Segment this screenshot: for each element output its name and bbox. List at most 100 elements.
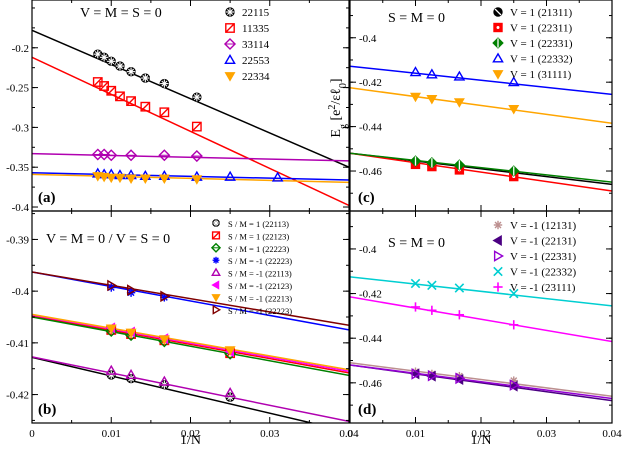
point-a-1-4 bbox=[126, 96, 136, 107]
point-d-3-1 bbox=[427, 280, 437, 291]
point-b-4-0 bbox=[105, 364, 118, 375]
point-b-7-0 bbox=[107, 279, 118, 292]
point-b-6-0 bbox=[105, 324, 117, 334]
point-b-4-1 bbox=[125, 368, 137, 379]
point-a-0-2 bbox=[106, 56, 116, 67]
legend-marker bbox=[492, 235, 502, 246]
point-b-4-2 bbox=[158, 375, 171, 386]
legend-entry: V = 1 (22311) bbox=[510, 23, 572, 35]
legend-entry: V = 1 (21311) bbox=[510, 7, 572, 19]
fit-line-a-2 bbox=[32, 152, 349, 162]
point-c-4-3 bbox=[508, 104, 520, 115]
point-c-3-1 bbox=[426, 68, 438, 79]
point-d-3-3 bbox=[508, 288, 519, 299]
panel-d: -0.4 -0.42 -0.44 -0.46 0 0.01 0.02 0.03 0.04 1/N S… bbox=[347, 210, 622, 448]
fit-line-b-1 bbox=[32, 315, 349, 374]
legend-entry: 22115 bbox=[242, 7, 270, 19]
legend-marker bbox=[225, 23, 235, 33]
point-a-1-5 bbox=[140, 101, 151, 112]
point-d-4-2 bbox=[454, 310, 465, 320]
legend: 22115 11335 33114 22553 22334 bbox=[223, 7, 270, 83]
point-c-4-0 bbox=[410, 92, 421, 103]
point-c-2-2 bbox=[453, 159, 466, 171]
legend-entry: V = -1 (22331) bbox=[510, 251, 577, 263]
legend-entry: V = -1 (23111) bbox=[510, 282, 576, 294]
point-d-2-1 bbox=[427, 369, 438, 382]
fit-lines bbox=[32, 29, 349, 207]
point-a-4-4 bbox=[125, 174, 137, 184]
legend-entry: 22553 bbox=[242, 55, 270, 67]
fit-line-a-0 bbox=[32, 29, 349, 168]
point-a-0-3 bbox=[115, 61, 125, 71]
legend-entry: 33114 bbox=[242, 39, 270, 51]
fit-line-b-4 bbox=[32, 356, 349, 423]
legend-marker bbox=[212, 219, 220, 227]
point-c-2-3 bbox=[508, 165, 520, 177]
fit-line-c-3 bbox=[350, 65, 612, 96]
x-axis-label: 1/N bbox=[180, 433, 201, 448]
xtick-label: 0.03 bbox=[260, 428, 280, 440]
legend-entry: V = -1 (12131) bbox=[510, 220, 577, 232]
point-d-3-2 bbox=[454, 283, 465, 293]
legend-entry: 11335 bbox=[242, 23, 270, 35]
legend: V = -1 (12131) V = -1 (22131) V = -1 (2233… bbox=[492, 220, 577, 294]
fit-line-b-6 bbox=[32, 313, 349, 371]
legend-entry: V = 1 (22332) bbox=[510, 54, 573, 66]
fit-line-c-4 bbox=[350, 86, 612, 125]
legend-entry: V = -1 (22131) bbox=[510, 236, 577, 248]
fit-line-b-3 bbox=[32, 271, 349, 331]
point-a-3-8 bbox=[224, 170, 236, 181]
point-a-1-3 bbox=[115, 91, 125, 102]
legend-marker bbox=[493, 7, 503, 17]
point-a-1-6 bbox=[159, 107, 170, 118]
legend-entry: S / M = 1 (22223) bbox=[228, 244, 289, 254]
point-a-0-1 bbox=[99, 52, 109, 63]
point-d-2-3 bbox=[509, 379, 520, 391]
fit-line-d-2 bbox=[350, 364, 612, 400]
fit-line-a-4 bbox=[32, 173, 349, 184]
legend-marker bbox=[223, 37, 237, 51]
fit-line-d-4 bbox=[350, 296, 612, 343]
ytick-label: -0.3 bbox=[12, 122, 30, 134]
point-a-4-3 bbox=[114, 173, 126, 184]
legend-marker bbox=[492, 70, 504, 80]
point-a-0-7 bbox=[192, 92, 202, 102]
fit-line-c-2 bbox=[350, 152, 612, 183]
legend-marker bbox=[493, 220, 503, 230]
xtick-label: 0.01 bbox=[102, 428, 121, 440]
point-c-2-1 bbox=[426, 157, 438, 169]
point-a-4-7 bbox=[191, 175, 203, 185]
legend-marker bbox=[492, 37, 504, 49]
legend: S / M = 1 (22113) S / M = 1 (22123) S / M … bbox=[210, 219, 292, 316]
legend-entry: V = -1 (22332) bbox=[510, 267, 577, 279]
legend-entry: 22334 bbox=[242, 71, 270, 83]
ytick-label: -0.2 bbox=[12, 43, 29, 55]
legend-entry: S / M = -1 (22213) bbox=[228, 293, 292, 303]
fit-lines bbox=[350, 276, 612, 402]
point-a-4-6 bbox=[158, 174, 170, 184]
ytick-label: -0.4 bbox=[12, 202, 30, 214]
point-a-2-4 bbox=[158, 149, 171, 162]
ytick-label: -0.4 bbox=[359, 244, 377, 256]
legend-entry: S / M = 1 (22123) bbox=[228, 231, 289, 241]
point-c-4-1 bbox=[426, 94, 438, 105]
panel-a: -0.2 -0.25 -0.3 -0.35 -0.4 V = M = S = 0 (a) 22… bbox=[6, 0, 350, 214]
point-a-0-6 bbox=[159, 78, 170, 89]
legend-entry: S / M = -1 (22223) bbox=[228, 306, 292, 316]
point-b-7-1 bbox=[127, 284, 138, 296]
point-b-0-0 bbox=[106, 370, 116, 380]
point-b-4-3 bbox=[224, 386, 236, 398]
legend-marker bbox=[224, 72, 236, 82]
data-points bbox=[105, 279, 237, 402]
ytick-label: -0.42 bbox=[359, 289, 382, 301]
xtick-label: 0 bbox=[29, 428, 35, 440]
ytick-label: -0.35 bbox=[6, 162, 29, 174]
fit-line-b-2 bbox=[32, 316, 349, 377]
point-c-3-0 bbox=[409, 66, 422, 77]
legend-marker bbox=[493, 282, 503, 292]
ytick-label: -0.46 bbox=[359, 378, 382, 390]
legend-marker bbox=[493, 250, 505, 262]
legend-marker bbox=[212, 256, 220, 264]
fit-line-b-0 bbox=[32, 356, 315, 423]
